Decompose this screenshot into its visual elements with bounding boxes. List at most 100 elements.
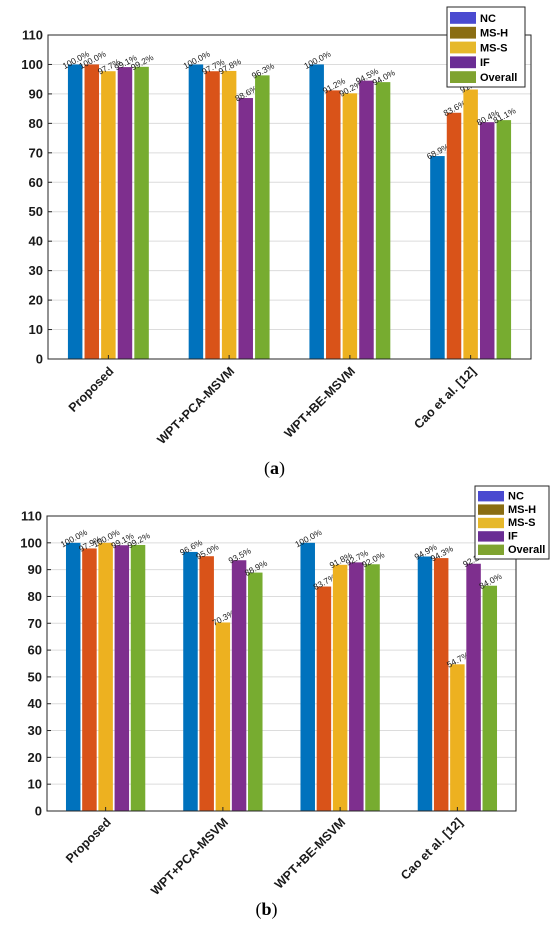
y-tick-label: 20 bbox=[29, 293, 43, 308]
legend-label-overall: Overall bbox=[508, 544, 545, 556]
category-label: WPT+BE-MSVM bbox=[272, 815, 348, 891]
y-tick-label: 60 bbox=[28, 643, 42, 658]
y-tick-label: 110 bbox=[21, 509, 42, 524]
category-label: WPT+PCA-MSVM bbox=[154, 364, 237, 447]
y-tick-label: 60 bbox=[29, 175, 43, 190]
bar-ms-h-1 bbox=[199, 556, 214, 811]
y-tick-label: 40 bbox=[28, 696, 42, 711]
bar-overall-3 bbox=[482, 585, 498, 811]
y-tick-label: 20 bbox=[28, 750, 42, 765]
category-label: Cao et al. [12] bbox=[411, 364, 478, 431]
bar-overall-2 bbox=[365, 564, 380, 811]
bar-if-2 bbox=[349, 562, 364, 811]
bar-overall-0 bbox=[130, 544, 146, 811]
y-tick-label: 70 bbox=[29, 145, 43, 160]
bar-overall-1 bbox=[255, 75, 270, 360]
bar-ms-h-2 bbox=[326, 90, 341, 359]
bar-if-0 bbox=[114, 545, 130, 811]
axes-frame bbox=[46, 515, 517, 812]
bar-ms-h-2 bbox=[316, 586, 332, 811]
bar-ms-h-0 bbox=[82, 548, 97, 811]
legend-swatch-if bbox=[450, 56, 476, 69]
legend-swatch-ms-s bbox=[478, 517, 504, 529]
bar-if-1 bbox=[238, 98, 253, 360]
legend-label-nc: NC bbox=[508, 490, 524, 502]
bar-if-3 bbox=[479, 122, 495, 359]
legend-label-if: IF bbox=[508, 531, 518, 543]
legend-swatch-ms-h bbox=[478, 504, 504, 515]
bar-ms-h-3 bbox=[446, 112, 462, 359]
legend-swatch-overall bbox=[478, 544, 504, 555]
bar-ms-h-1 bbox=[205, 71, 220, 359]
legend-label-nc: NC bbox=[480, 13, 496, 25]
bar-ms-s-1 bbox=[221, 70, 237, 360]
bar-ms-s-3 bbox=[463, 89, 478, 359]
legend: NC MS-H MS-S IF Overall bbox=[446, 6, 526, 88]
category-label: Cao et al. [12] bbox=[398, 815, 465, 882]
bar-if-1 bbox=[231, 560, 247, 811]
category-label: WPT+BE-MSVM bbox=[282, 364, 358, 440]
bar-nc-2 bbox=[309, 64, 324, 360]
bar-ms-s-2 bbox=[332, 564, 348, 811]
y-tick-label: 80 bbox=[28, 589, 42, 604]
bar-nc-3 bbox=[417, 556, 433, 811]
bar-overall-1 bbox=[248, 572, 263, 811]
bar-if-2 bbox=[359, 80, 374, 360]
bar-nc-0 bbox=[67, 64, 83, 360]
bar-ms-s-2 bbox=[342, 93, 358, 359]
y-tick-label: 90 bbox=[29, 86, 43, 101]
y-tick-label: 0 bbox=[35, 804, 42, 819]
axes-frame bbox=[47, 34, 532, 360]
legend-swatch-ms-h bbox=[450, 26, 476, 39]
legend-label-ms-s: MS-S bbox=[480, 42, 508, 54]
category-label: WPT+PCA-MSVM bbox=[148, 815, 231, 898]
legend-label-if: IF bbox=[480, 57, 490, 69]
bar-ms-h-3 bbox=[433, 558, 449, 811]
y-tick-label: 110 bbox=[22, 28, 43, 43]
bar-if-0 bbox=[117, 67, 133, 359]
y-tick-label: 50 bbox=[29, 204, 43, 219]
y-tick-label: 100 bbox=[20, 535, 42, 550]
bar-nc-3 bbox=[430, 156, 445, 359]
y-tick-label: 50 bbox=[28, 669, 42, 684]
bar-overall-2 bbox=[375, 82, 391, 360]
y-tick-label: 100 bbox=[21, 57, 43, 72]
legend-label-ms-s: MS-S bbox=[508, 517, 536, 529]
bar-nc-0 bbox=[65, 542, 81, 811]
bar-if-3 bbox=[466, 563, 481, 811]
bar-overall-0 bbox=[134, 66, 149, 359]
y-tick-label: 40 bbox=[29, 234, 43, 249]
legend-swatch-nc bbox=[450, 12, 476, 24]
bar-overall-3 bbox=[496, 120, 512, 360]
bar-nc-2 bbox=[300, 542, 315, 811]
legend-label-overall: Overall bbox=[480, 72, 517, 84]
bar-ms-s-3 bbox=[450, 664, 465, 811]
bar-ms-s-1 bbox=[215, 622, 231, 811]
bar-ms-s-0 bbox=[98, 542, 113, 811]
bar-nc-1 bbox=[188, 64, 204, 360]
bar-ms-h-0 bbox=[84, 64, 100, 360]
legend-swatch-if bbox=[478, 531, 504, 542]
y-tick-label: 30 bbox=[29, 263, 43, 278]
y-tick-label: 10 bbox=[28, 777, 42, 792]
legend-swatch-nc bbox=[478, 491, 504, 502]
y-tick-label: 0 bbox=[36, 352, 43, 367]
category-label: Proposed bbox=[66, 364, 117, 415]
legend-label-ms-h: MS-H bbox=[508, 504, 536, 516]
y-tick-label: 10 bbox=[29, 322, 43, 337]
y-tick-label: 80 bbox=[29, 116, 43, 131]
bar-nc-1 bbox=[183, 551, 198, 811]
legend-swatch-ms-s bbox=[450, 41, 476, 54]
bar-ms-s-0 bbox=[101, 71, 116, 359]
legend-swatch-overall bbox=[450, 71, 476, 83]
legend-label-ms-h: MS-H bbox=[480, 28, 508, 40]
y-tick-label: 70 bbox=[28, 616, 42, 631]
panel-label: (b) bbox=[255, 899, 277, 920]
panel-label: (a) bbox=[264, 458, 285, 479]
y-tick-label: 30 bbox=[28, 723, 42, 738]
y-tick-label: 90 bbox=[28, 562, 42, 577]
